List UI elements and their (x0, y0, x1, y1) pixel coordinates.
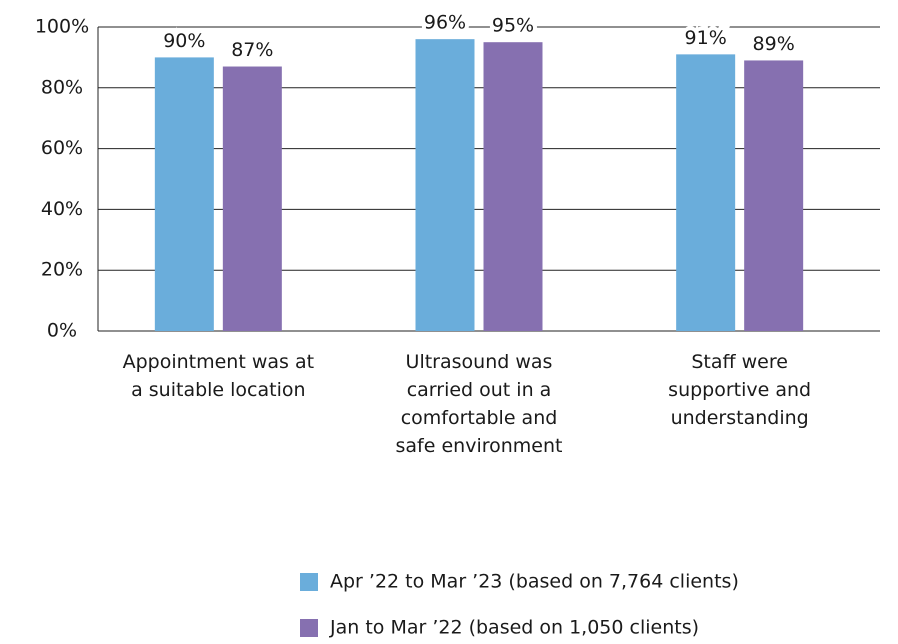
y-tick-label: 20% (41, 259, 83, 281)
value-label: 90% (163, 30, 205, 52)
bar (676, 54, 736, 332)
y-tick-label: 40% (41, 198, 83, 220)
bar (483, 42, 543, 331)
x-tick-label: Appointment was at a suitable location (122, 351, 315, 401)
legend-label: Jan to Mar ’22 (based on 1,050 clients) (329, 617, 699, 639)
value-label: 87% (231, 39, 273, 61)
x-tick-label: Ultrasound was carried out in a comforta… (395, 351, 563, 457)
x-tick-label: Staff were supportive and understanding (668, 351, 812, 429)
value-label: 96% (424, 12, 466, 34)
bar (222, 66, 282, 332)
y-tick-label: 60% (41, 137, 83, 159)
value-label: 91% (685, 27, 727, 49)
legend-swatch (300, 619, 318, 637)
y-tick-label: 100% (35, 16, 89, 38)
y-tick-label: 0% (47, 320, 77, 342)
bar (415, 39, 475, 331)
bar (744, 60, 804, 331)
value-label: 89% (753, 33, 795, 55)
bar (154, 57, 214, 332)
legend-label: Apr ’22 to Mar ’23 (based on 7,764 clien… (330, 571, 739, 593)
legend-swatch (300, 573, 318, 591)
y-tick-label: 80% (41, 76, 83, 98)
value-label: 95% (492, 15, 534, 37)
